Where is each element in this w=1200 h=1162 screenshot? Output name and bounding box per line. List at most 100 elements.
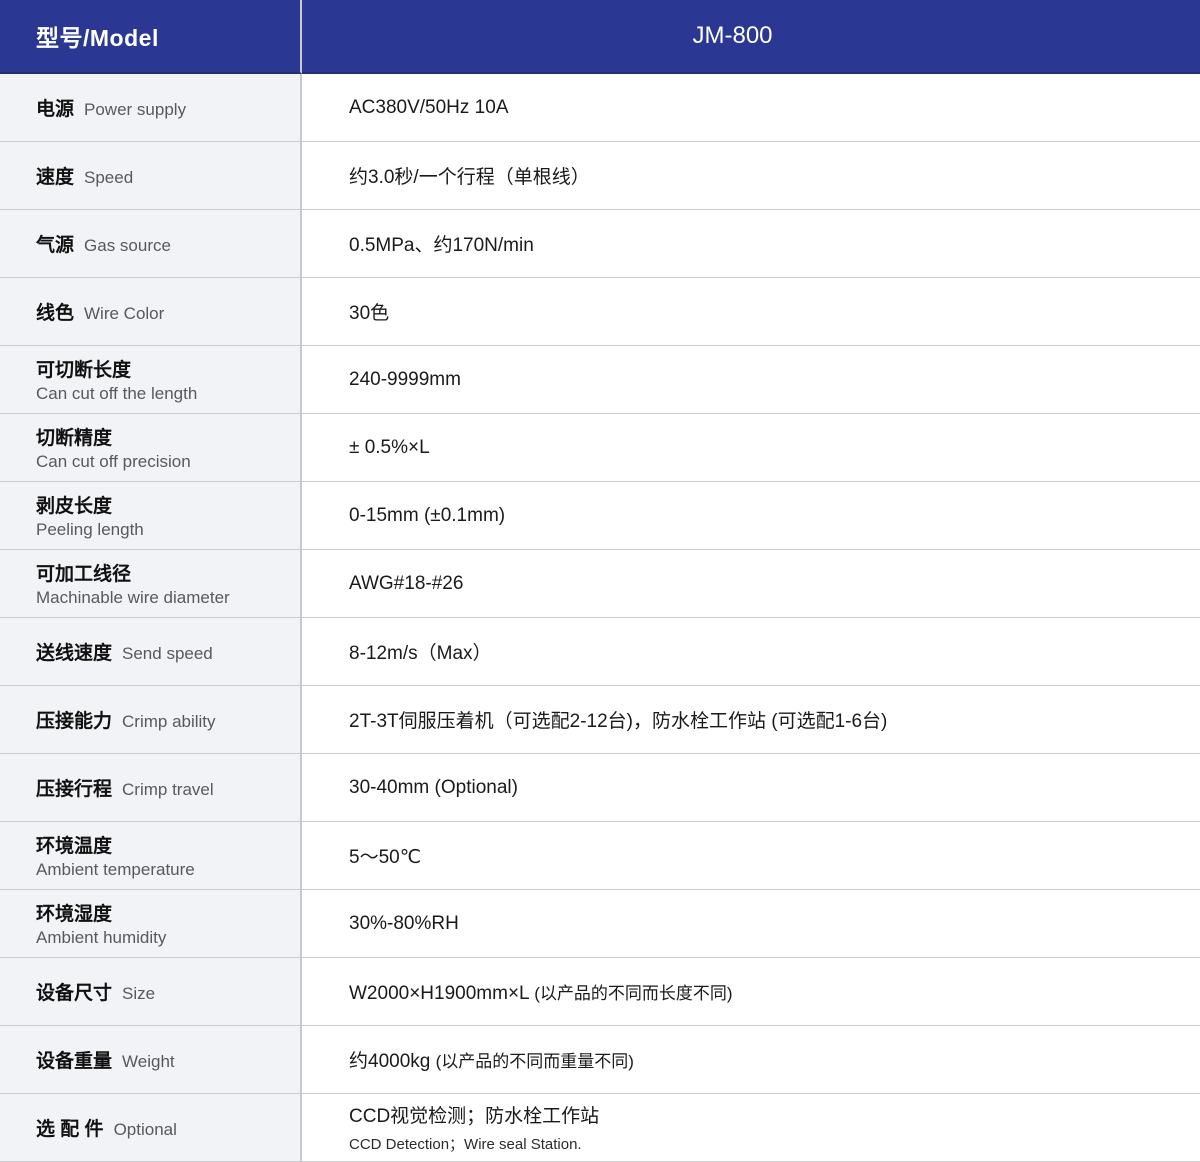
spec-value: W2000×H1900mm×L [349, 982, 529, 1004]
spec-label-cell: 剥皮长度 Peeling length [0, 482, 302, 550]
spec-value: 0-15mm (±0.1mm) [349, 504, 506, 526]
spec-value-cell: 约4000kg (以产品的不同而重量不同) [302, 1026, 1200, 1094]
spec-label-zh: 切断精度 [36, 428, 113, 450]
spec-value-note: (以产品的不同而重量不同) [435, 1052, 634, 1071]
spec-value-cell: 8-12m/s（Max） [302, 618, 1200, 686]
spec-value-cell: 30%-80%RH [302, 890, 1200, 958]
spec-value: 5～50℃ [349, 847, 422, 868]
spec-label-en: Wire Color [84, 304, 165, 323]
spec-label-zh: 压接能力 [36, 711, 113, 732]
spec-value-cell: 0.5MPa、约170N/min [302, 210, 1200, 278]
spec-label-zh: 气源 [36, 235, 75, 256]
spec-row-crimp-ability: 压接能力 Crimp ability 2T-3T伺服压着机（可选配2-12台)，防… [0, 686, 1200, 754]
spec-row-send-speed: 送线速度 Send speed 8-12m/s（Max） [0, 618, 1200, 686]
spec-label-cell: 送线速度 Send speed [0, 618, 302, 686]
spec-label-cell: 速度 Speed [0, 142, 302, 210]
spec-label-zh: 线色 [36, 303, 75, 324]
spec-label-cell: 设备重量 Weight [0, 1026, 302, 1094]
spec-label-en: Weight [122, 1052, 175, 1071]
spec-label-cell: 选 配 件 Optional [0, 1094, 302, 1162]
spec-label-en: Send speed [122, 644, 213, 663]
spec-value-cell: 约3.0秒/一个行程（单根线） [302, 142, 1200, 210]
spec-row-peeling-length: 剥皮长度 Peeling length 0-15mm (±0.1mm) [0, 482, 1200, 550]
spec-label-en: Can cut off precision [36, 452, 191, 472]
spec-row-size: 设备尺寸 Size W2000×H1900mm×L (以产品的不同而长度不同) [0, 958, 1200, 1026]
spec-label-en: Crimp ability [122, 712, 216, 731]
spec-value-cell: AWG#18-#26 [302, 550, 1200, 618]
spec-label-cell: 气源 Gas source [0, 210, 302, 278]
spec-value-cell: 240-9999mm [302, 346, 1200, 414]
spec-value-cell: 2T-3T伺服压着机（可选配2-12台)，防水栓工作站 (可选配1-6台) [302, 686, 1200, 754]
spec-label-zh: 剥皮长度 [36, 496, 113, 518]
spec-value: 30色 [349, 303, 390, 324]
model-header-label: 型号/Model [0, 0, 302, 74]
spec-label-zh: 送线速度 [36, 643, 113, 664]
spec-label-en: Size [122, 984, 156, 1003]
spec-label-cell: 压接能力 Crimp ability [0, 686, 302, 754]
spec-label-zh: 环境温度 [36, 836, 113, 858]
spec-label-en: Ambient humidity [36, 928, 167, 948]
spec-row-cut-length: 可切断长度 Can cut off the length 240-9999mm [0, 346, 1200, 414]
spec-value-cell: ± 0.5%×L [302, 414, 1200, 482]
spec-value: 0.5MPa、约170N/min [349, 235, 534, 256]
spec-label-cell: 可加工线径 Machinable wire diameter [0, 550, 302, 618]
spec-label-cell: 设备尺寸 Size [0, 958, 302, 1026]
spec-value: ± 0.5%×L [349, 436, 430, 458]
spec-row-gas-source: 气源 Gas source 0.5MPa、约170N/min [0, 210, 1200, 278]
spec-value-cell: 0-15mm (±0.1mm) [302, 482, 1200, 550]
spec-value-cell: 5～50℃ [302, 822, 1200, 890]
spec-value: 8-12m/s（Max） [349, 643, 492, 664]
spec-value: 30%-80%RH [349, 912, 459, 934]
spec-label-en: Ambient temperature [36, 860, 195, 880]
spec-value: 约3.0秒/一个行程（单根线） [349, 167, 590, 188]
spec-label-zh: 压接行程 [36, 779, 113, 800]
spec-value-subtext: CCD Detection；Wire seal Station. [349, 1136, 582, 1153]
spec-label-zh: 设备尺寸 [36, 983, 113, 1004]
spec-row-ambient-temperature: 环境温度 Ambient temperature 5～50℃ [0, 822, 1200, 890]
spec-value-cell: CCD视觉检测；防水栓工作站 CCD Detection；Wire seal S… [302, 1094, 1200, 1162]
spec-value: AWG#18-#26 [349, 572, 464, 594]
spec-label-cell: 切断精度 Can cut off precision [0, 414, 302, 482]
spec-value: 2T-3T伺服压着机（可选配2-12台)，防水栓工作站 (可选配1-6台) [349, 711, 888, 732]
spec-value: 30-40mm (Optional) [349, 776, 518, 798]
spec-label-zh: 电源 [36, 99, 75, 120]
spec-label-zh: 可加工线径 [36, 564, 132, 586]
spec-row-speed: 速度 Speed 约3.0秒/一个行程（单根线） [0, 142, 1200, 210]
spec-value-cell: AC380V/50Hz 10A [302, 74, 1200, 142]
spec-row-wire-diameter: 可加工线径 Machinable wire diameter AWG#18-#26 [0, 550, 1200, 618]
spec-label-cell: 电源 Power supply [0, 74, 302, 142]
spec-row-optional: 选 配 件 Optional CCD视觉检测；防水栓工作站 CCD Detecti… [0, 1094, 1200, 1162]
spec-label-zh: 环境湿度 [36, 904, 113, 926]
spec-label-cell: 压接行程 Crimp travel [0, 754, 302, 822]
spec-label-en: Machinable wire diameter [36, 588, 230, 608]
spec-label-en: Peeling length [36, 520, 144, 540]
spec-label-cell: 可切断长度 Can cut off the length [0, 346, 302, 414]
spec-label-cell: 线色 Wire Color [0, 278, 302, 346]
spec-label-zh: 可切断长度 [36, 360, 132, 382]
spec-row-power-supply: 电源 Power supply AC380V/50Hz 10A [0, 74, 1200, 142]
model-header-row: 型号/Model JM-800 [0, 0, 1200, 74]
spec-value-cell: W2000×H1900mm×L (以产品的不同而长度不同) [302, 958, 1200, 1026]
spec-label-en: Speed [84, 168, 134, 187]
spec-row-wire-color: 线色 Wire Color 30色 [0, 278, 1200, 346]
spec-value: 约4000kg [349, 1051, 431, 1072]
spec-label-en: Can cut off the length [36, 384, 198, 404]
spec-label-zh: 速度 [36, 167, 75, 188]
spec-label-en: Gas source [84, 236, 171, 255]
model-header-value: JM-800 [302, 0, 1200, 74]
spec-value-note: (以产品的不同而长度不同) [534, 983, 733, 1003]
spec-value: AC380V/50Hz 10A [349, 96, 509, 118]
spec-value-cell: 30色 [302, 278, 1200, 346]
spec-label-en: Crimp travel [122, 780, 214, 799]
spec-label-en: Power supply [84, 100, 187, 119]
spec-label-cell: 环境湿度 Ambient humidity [0, 890, 302, 958]
spec-value: CCD视觉检测；防水栓工作站 [349, 1106, 600, 1127]
spec-row-cut-precision: 切断精度 Can cut off precision ± 0.5%×L [0, 414, 1200, 482]
spec-label-cell: 环境温度 Ambient temperature [0, 822, 302, 890]
spec-row-weight: 设备重量 Weight 约4000kg (以产品的不同而重量不同) [0, 1026, 1200, 1094]
spec-row-ambient-humidity: 环境湿度 Ambient humidity 30%-80%RH [0, 890, 1200, 958]
spec-row-crimp-travel: 压接行程 Crimp travel 30-40mm (Optional) [0, 754, 1200, 822]
spec-value: 240-9999mm [349, 368, 461, 390]
spec-label-zh: 设备重量 [36, 1051, 113, 1072]
